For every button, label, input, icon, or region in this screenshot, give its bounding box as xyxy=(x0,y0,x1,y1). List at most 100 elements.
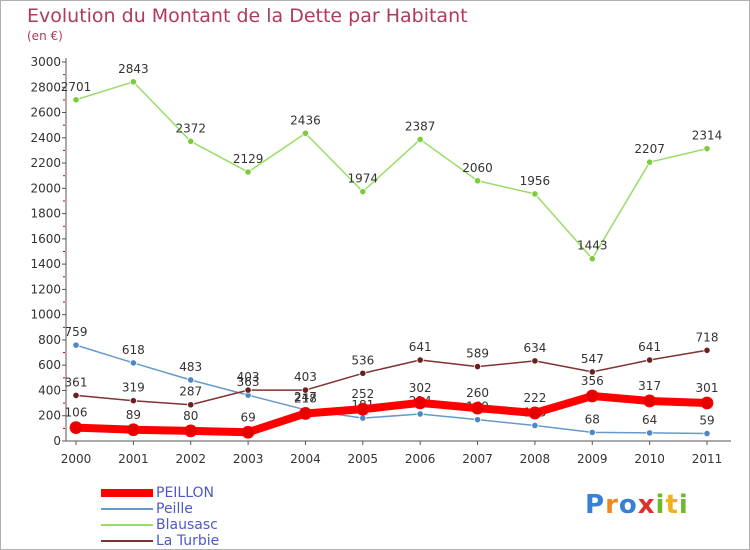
data-point-peillon xyxy=(585,389,599,403)
x-tick-label: 2005 xyxy=(348,452,379,466)
data-point-peille xyxy=(531,421,539,430)
data-point-peille xyxy=(473,416,482,424)
y-tick-label: 1800 xyxy=(30,207,61,221)
legend-swatch-peillon xyxy=(101,489,153,497)
data-point-la-turbie xyxy=(646,356,654,364)
data-point-la-turbie xyxy=(473,362,482,371)
data-label-la-turbie: 287 xyxy=(179,385,202,399)
data-label-blausasc: 2387 xyxy=(405,119,436,133)
series-line-blausasc xyxy=(75,81,708,260)
data-point-peillon xyxy=(471,401,484,415)
x-tick-label: 2009 xyxy=(577,452,608,466)
x-tick-label: 2010 xyxy=(634,452,665,466)
data-label-peillon: 317 xyxy=(638,379,661,393)
data-point-la-turbie xyxy=(531,357,539,365)
x-tick-label: 2006 xyxy=(405,452,436,466)
logo-letter: P xyxy=(585,490,606,520)
y-tick-label: 200 xyxy=(38,409,61,423)
data-label-la-turbie: 641 xyxy=(638,340,661,354)
y-tick-label: 400 xyxy=(38,383,61,397)
data-point-blausasc xyxy=(473,177,482,185)
y-tick-label: 2000 xyxy=(30,181,61,195)
data-label-la-turbie: 718 xyxy=(696,330,719,344)
legend-swatch-la-turbie xyxy=(101,540,153,542)
logo-letter: t xyxy=(665,490,679,520)
logo-letter: o xyxy=(618,490,638,520)
data-point-peillon xyxy=(413,396,427,410)
data-label-la-turbie: 589 xyxy=(466,347,489,361)
data-label-peillon: 302 xyxy=(409,381,432,395)
data-point-la-turbie xyxy=(301,386,310,394)
data-label-blausasc: 2129 xyxy=(233,152,264,166)
data-point-la-turbie xyxy=(703,346,711,354)
y-tick-label: 3000 xyxy=(30,55,61,69)
legend-swatch-blausasc xyxy=(101,524,153,526)
data-point-la-turbie xyxy=(588,368,596,376)
data-point-peille xyxy=(72,341,80,349)
data-point-blausasc xyxy=(129,78,137,86)
data-label-peille: 64 xyxy=(642,413,657,427)
data-point-la-turbie xyxy=(129,397,137,405)
x-tick-label: 2007 xyxy=(462,452,493,466)
data-label-blausasc: 2060 xyxy=(462,161,493,175)
legend-label-peillon: PEILLON xyxy=(156,485,215,501)
data-label-la-turbie: 634 xyxy=(523,341,546,355)
data-label-peille: 363 xyxy=(237,375,260,389)
data-label-blausasc: 1974 xyxy=(348,172,379,186)
data-point-peille xyxy=(359,414,367,422)
y-tick-label: 1600 xyxy=(30,232,61,246)
data-label-peillon: 252 xyxy=(351,387,374,401)
data-label-blausasc: 1443 xyxy=(577,239,608,253)
logo-letter: x xyxy=(637,490,656,520)
data-label-la-turbie: 403 xyxy=(294,370,317,384)
data-label-peillon: 260 xyxy=(466,386,489,400)
y-tick-label: 600 xyxy=(38,358,61,372)
data-point-blausasc xyxy=(72,96,80,104)
data-point-blausasc xyxy=(531,190,539,198)
data-point-blausasc xyxy=(588,255,596,263)
data-point-la-turbie xyxy=(244,386,252,394)
data-point-peille xyxy=(187,376,195,384)
legend-label-blausasc: Blausasc xyxy=(156,517,218,533)
data-point-peillon xyxy=(184,424,198,438)
y-tick-label: 2600 xyxy=(30,106,61,120)
legend-label-peille: Peille xyxy=(156,501,193,517)
data-label-peillon: 218 xyxy=(294,391,317,405)
y-tick-label: 1200 xyxy=(30,282,61,296)
logo-letter: r xyxy=(605,490,619,520)
legend-swatch-peille xyxy=(101,508,153,510)
data-point-blausasc xyxy=(416,135,424,144)
data-label-la-turbie: 641 xyxy=(409,340,432,354)
data-label-peille: 759 xyxy=(65,325,88,339)
data-label-peillon: 69 xyxy=(240,410,255,424)
series-line-peille xyxy=(75,344,708,435)
data-point-peillon xyxy=(126,423,140,437)
data-point-la-turbie xyxy=(72,391,80,399)
data-label-blausasc: 2372 xyxy=(175,121,206,135)
data-label-blausasc: 2701 xyxy=(61,80,92,94)
x-tick-label: 2004 xyxy=(290,452,321,466)
data-label-la-turbie: 403 xyxy=(237,370,260,384)
data-point-peillon xyxy=(69,421,83,435)
data-label-la-turbie: 536 xyxy=(351,353,374,367)
data-point-la-turbie xyxy=(416,356,424,364)
data-point-peille xyxy=(588,428,596,437)
data-point-blausasc xyxy=(646,158,654,166)
data-label-peille: 247 xyxy=(294,390,317,404)
series-line-la-turbie xyxy=(75,349,708,406)
y-tick-label: 0 xyxy=(53,434,61,448)
data-point-peillon xyxy=(643,394,657,408)
data-point-peillon xyxy=(299,407,312,420)
data-label-peillon: 222 xyxy=(523,391,546,405)
data-label-peille: 59 xyxy=(699,414,714,428)
data-label-peillon: 301 xyxy=(696,381,719,395)
y-tick-label: 800 xyxy=(38,333,61,347)
data-point-la-turbie xyxy=(359,369,367,377)
data-label-blausasc: 2207 xyxy=(634,142,665,156)
data-label-la-turbie: 361 xyxy=(65,375,88,389)
data-point-peillon xyxy=(241,425,255,439)
data-point-blausasc xyxy=(359,188,367,196)
data-point-peille xyxy=(703,429,711,438)
data-label-peillon: 80 xyxy=(183,409,198,423)
